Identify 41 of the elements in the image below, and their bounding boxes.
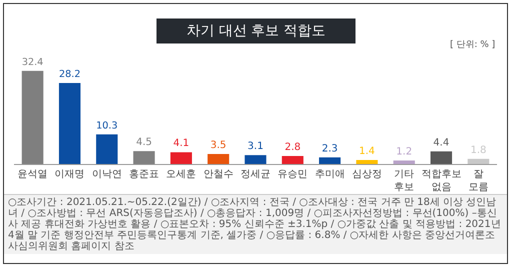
data-label: 4.5 xyxy=(136,137,152,148)
x-tick-label: 이낙연 xyxy=(92,169,122,180)
x-tick-label: 적합후보 없음 xyxy=(421,169,462,193)
bar xyxy=(319,157,341,164)
x-tick-label: 기타 후보 xyxy=(394,169,414,193)
data-label: 3.5 xyxy=(210,140,226,151)
x-tick-label: 심상정 xyxy=(352,169,382,180)
bar xyxy=(393,160,415,164)
x-tick-label: 오세훈 xyxy=(166,169,196,180)
data-label: 32.4 xyxy=(22,56,44,68)
text: ○조사기간 : 2021.05.21.~05.22.(2일간) / ○조사지역 : 전국 / ○조사대상 : 전국 거주 만 18세 이상 성인남녀 / ○조사방법 : 무선 ARS(자동응답조사) / ○총응답자 : 1,009명 / ○피조사자선정방법 : 무선(100%) –통신사 제공 휴대전화 가상번호 활용 / ○표본오차 : 95% 신뢰수준 ±3.1%p / ○가중값 산출 및 적용방법 : 2021년 4월 말 기준 행정안전부 주민등록인구통계 기준, 셀가중 / ○응답률 : 6.8% / ○자세한 사항은 중앙선거여론조사심의위원회 홈페이지 참조 xyxy=(8,197,502,252)
x-tick-label: 홍준표 xyxy=(129,169,160,180)
bar xyxy=(244,155,266,164)
data-label: 28.2 xyxy=(58,69,80,80)
data-label: 10.3 xyxy=(96,120,118,132)
x-tick-label: 잘 모름 xyxy=(468,169,488,193)
chart-subtitle: [ 단위: % ] xyxy=(450,40,496,50)
x-tick-label: 유승민 xyxy=(278,169,308,180)
bar xyxy=(356,160,378,164)
bar xyxy=(170,152,192,164)
data-label: 1.2 xyxy=(396,146,412,158)
bar xyxy=(133,151,155,164)
data-label: 1.4 xyxy=(359,146,375,157)
bar xyxy=(282,156,304,164)
bar xyxy=(58,82,81,164)
x-tick-label: 이재명 xyxy=(54,169,85,180)
chart-title: 차기 대선 후보 적합도 xyxy=(186,23,326,39)
data-label: 2.3 xyxy=(322,143,338,154)
x-tick-label: 윤석열 xyxy=(18,169,48,180)
data-label: 4.1 xyxy=(173,138,190,150)
x-tick-label: 추미애 xyxy=(314,169,345,180)
bar xyxy=(430,151,452,164)
x-tick-label: 정세균 xyxy=(240,169,270,180)
data-label: 3.1 xyxy=(248,141,264,152)
bar xyxy=(22,70,44,164)
x-tick-label: 안철수 xyxy=(203,169,234,180)
bar xyxy=(96,134,118,164)
bar xyxy=(468,158,490,164)
bar xyxy=(208,154,230,164)
data-label: 2.8 xyxy=(284,142,301,153)
data-label: 4.4 xyxy=(433,137,450,148)
